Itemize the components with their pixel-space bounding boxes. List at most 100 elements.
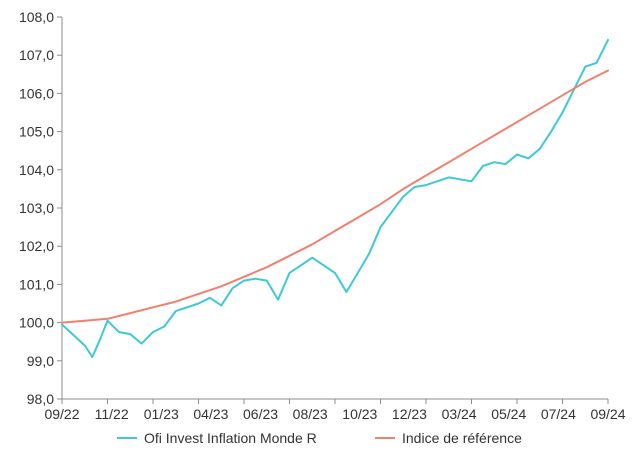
benchmark-data-point xyxy=(334,230,336,232)
x-tick-label: 11/22 xyxy=(95,406,129,422)
fund-data-point xyxy=(152,331,154,333)
legend-benchmark-item: Indice de référence xyxy=(375,430,522,446)
fund-data-point xyxy=(197,302,200,305)
benchmark-data-point xyxy=(379,203,382,205)
fund-data-point xyxy=(607,39,609,41)
benchmark-data-point xyxy=(584,81,587,83)
fund-data-point xyxy=(61,323,63,326)
fund-data-point xyxy=(345,291,348,293)
fund-data-point xyxy=(311,256,314,259)
y-tick-label: 99,0 xyxy=(27,353,54,369)
y-tick-label: 100,0 xyxy=(19,315,54,331)
legend-benchmark-label: Indice de référence xyxy=(402,430,522,446)
benchmark-data-point xyxy=(288,255,291,257)
fund-data-point xyxy=(504,163,507,165)
y-tick-label: 106,0 xyxy=(19,85,54,101)
fund-data-point xyxy=(209,297,211,299)
benchmark-data-point xyxy=(84,319,86,322)
benchmark-data-point xyxy=(516,121,518,123)
benchmark-data-point xyxy=(243,276,245,278)
fund-data-point xyxy=(91,356,94,358)
benchmark-data-point xyxy=(448,161,450,163)
fund-data-point xyxy=(595,62,598,64)
x-tick-label: 07/24 xyxy=(541,406,576,422)
fund-data-point xyxy=(402,195,405,198)
x-tick-label: 03/24 xyxy=(442,406,477,422)
fund-data-point xyxy=(357,272,359,274)
benchmark-data-point xyxy=(425,174,427,177)
benchmark-data-point xyxy=(129,312,132,314)
x-tick-label: 04/23 xyxy=(193,406,228,422)
x-tick-label: 06/23 xyxy=(243,406,278,422)
y-tick-label: 107,0 xyxy=(19,47,54,63)
benchmark-data-point xyxy=(493,134,496,137)
x-tick-label: 09/22 xyxy=(44,406,79,422)
fund-data-point xyxy=(254,277,257,280)
x-tick-label: 05/24 xyxy=(491,406,526,422)
y-tick-label: 105,0 xyxy=(19,124,54,140)
x-tick-label: 01/23 xyxy=(144,406,179,422)
fund-data-point xyxy=(220,304,223,307)
benchmark-data-point xyxy=(470,148,473,150)
fund-data-point xyxy=(334,272,336,274)
fund-data-point xyxy=(99,339,101,341)
benchmark-data-point xyxy=(561,94,564,97)
benchmark-data-point xyxy=(220,285,223,288)
y-tick-label: 104,0 xyxy=(19,162,54,178)
fund-data-point xyxy=(448,176,450,179)
fund-data-point xyxy=(300,264,302,267)
fund-data-point xyxy=(118,331,120,333)
fund-data-point xyxy=(482,165,484,167)
fund-data-point xyxy=(129,333,132,335)
fund-data-point xyxy=(322,264,325,267)
benchmark-data-point xyxy=(357,216,359,219)
fund-data-point xyxy=(243,279,245,282)
y-tick-label: 98,0 xyxy=(27,391,54,407)
fund-data-point xyxy=(368,253,370,255)
fund-data-point xyxy=(391,211,393,213)
fund-data-point xyxy=(584,65,587,68)
fund-data-point xyxy=(277,298,279,301)
benchmark-data-point xyxy=(106,318,109,320)
x-tick-label: 08/23 xyxy=(293,406,328,422)
benchmark-data-point xyxy=(311,243,314,246)
fund-data-point xyxy=(561,111,564,114)
y-tick-label: 103,0 xyxy=(19,200,54,216)
benchmark-data-point xyxy=(197,293,200,295)
fund-series-line xyxy=(61,38,609,358)
benchmark-data-point xyxy=(61,321,63,324)
benchmark-data-point xyxy=(266,266,268,269)
benchmark-data-point xyxy=(607,69,609,72)
benchmark-data-point xyxy=(539,107,541,110)
fund-data-point xyxy=(106,319,109,322)
fund-data-point xyxy=(425,184,427,186)
y-tick-label: 101,0 xyxy=(19,276,54,292)
fund-data-point xyxy=(470,180,473,183)
fund-data-point xyxy=(288,272,291,274)
x-axis: 09/22 11/22 01/23 04/23 06/23 08/23 10/23 12/23… xyxy=(44,398,626,422)
fund-data-point xyxy=(84,344,86,347)
legend: Ofi Invest Inflation Monde R Indice de ré… xyxy=(117,430,522,446)
benchmark-data-point xyxy=(402,188,405,190)
fund-data-point xyxy=(539,148,541,150)
fund-data-point xyxy=(413,186,416,188)
y-tick-label: 102,0 xyxy=(19,238,54,254)
series-layer xyxy=(61,38,609,358)
fund-data-point xyxy=(550,130,552,133)
y-tick-label: 108,0 xyxy=(19,9,54,25)
fund-data-point xyxy=(516,153,518,156)
benchmark-data-point xyxy=(152,306,154,309)
benchmark-series-line xyxy=(61,69,609,324)
fund-data-point xyxy=(163,325,166,328)
legend-fund-item: Ofi Invest Inflation Monde R xyxy=(117,430,317,446)
fund-data-point xyxy=(493,161,496,163)
y-axis: 98,0 99,0 100,0 101,0 102,0 103,0 104,0 105,0 10… xyxy=(19,9,63,407)
fund-data-point xyxy=(231,287,234,290)
x-tick-label: 10/23 xyxy=(342,406,377,422)
x-tick-label: 12/23 xyxy=(392,406,427,422)
fund-data-point xyxy=(379,226,382,228)
fund-data-point xyxy=(175,310,177,312)
fund-data-point xyxy=(140,342,143,345)
fund-data-point xyxy=(527,157,530,160)
